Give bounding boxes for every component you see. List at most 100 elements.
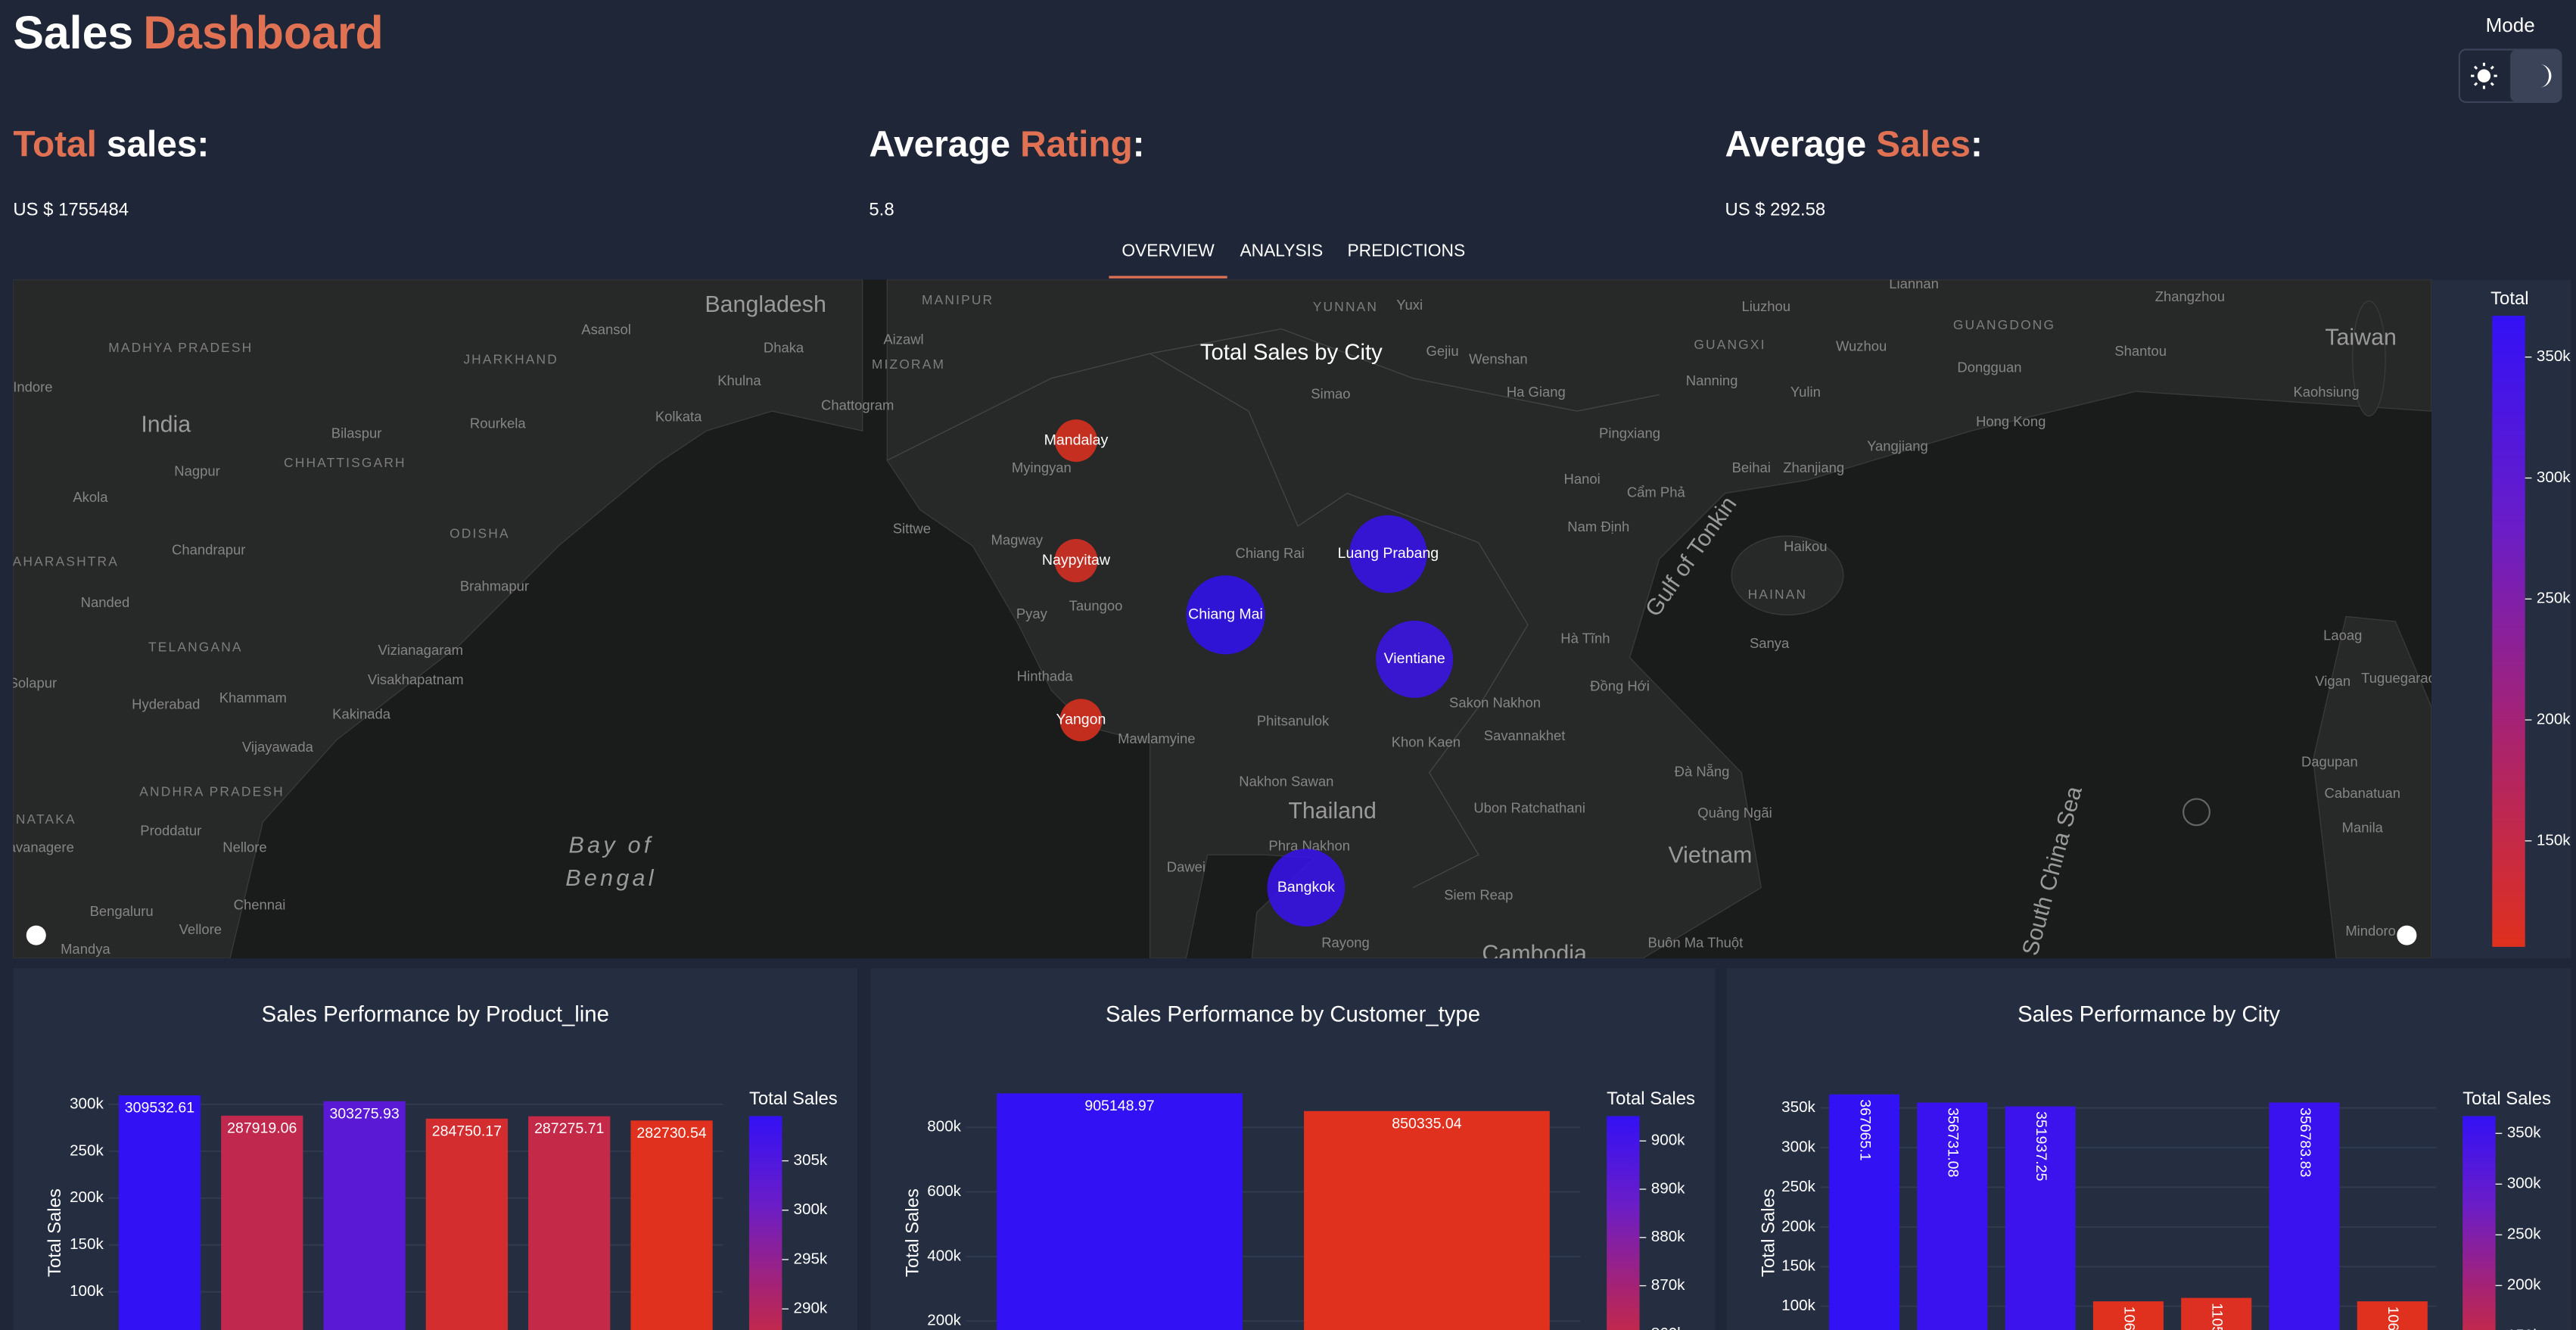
map-label: India — [141, 412, 191, 438]
text-part: Sales — [1876, 124, 1971, 164]
map-label: Hong Kong — [1976, 413, 2046, 429]
map-label: Gejiu — [1426, 343, 1459, 359]
bar-value-label: 287275.71 — [534, 1120, 604, 1137]
bar — [2092, 1301, 2164, 1330]
tab[interactable]: PREDICTIONS — [1347, 241, 1465, 260]
map-label: Hanoi — [1564, 471, 1601, 487]
map-label: Bengal — [565, 865, 657, 891]
map-label: Khon Kaen — [1392, 734, 1461, 749]
bar — [528, 1116, 611, 1330]
kpi-label: Total sales: — [13, 124, 209, 164]
map-label: Kaohsiung — [2293, 384, 2359, 400]
bar-value-label: 367065.1 — [1856, 1099, 1873, 1160]
land — [13, 279, 2431, 959]
y-tick-label: 800k — [927, 1118, 961, 1135]
colorbar-tick-label: 290k — [794, 1300, 828, 1317]
map-label: Vijayawada — [242, 739, 314, 755]
tabs: OVERVIEW ANALYSIS PREDICTIONS — [1109, 241, 1465, 279]
city-label: Bangkok — [1277, 879, 1335, 895]
colorbar-tick-label: 900k — [1651, 1132, 1685, 1149]
map-label: Nellore — [222, 839, 266, 855]
bar-value-label: 106200.36 — [2385, 1307, 2401, 1330]
bar-chart: Sales Performance by Product_line Total S… — [13, 968, 858, 1330]
dark-button[interactable] — [2510, 49, 2562, 102]
bar-value-label: 110568.71 — [2209, 1303, 2226, 1330]
map-label: Asansol — [581, 322, 631, 338]
kpi-value: 5.8 — [869, 200, 894, 220]
map-label: Vietnam — [1668, 842, 1752, 867]
colorbar-title: Total — [2490, 288, 2528, 309]
bar — [997, 1093, 1243, 1330]
map-label: Myingyan — [1012, 459, 1072, 475]
sun-icon — [2477, 69, 2491, 83]
map-label: MADHYA PRADESH — [108, 340, 253, 355]
colorbar-tick-label: 350k — [2537, 347, 2571, 365]
info-button[interactable] — [2397, 925, 2417, 945]
map-label: Zhangzhou — [2155, 288, 2225, 304]
map-label: Dhaka — [764, 339, 804, 355]
moon-icon — [2540, 64, 2552, 88]
map-label: Beihai — [1732, 459, 1771, 475]
colorbar-tick-label: 880k — [1651, 1228, 1685, 1245]
map-label: Sanya — [1750, 635, 1790, 651]
y-tick-label: 400k — [927, 1247, 961, 1264]
map-label: Rourkela — [470, 415, 527, 431]
map-label: Yuxi — [1396, 297, 1423, 313]
map-label: Nakhon Sawan — [1239, 774, 1333, 790]
dashboard-title: Sales Dashboard — [13, 7, 383, 58]
tab[interactable]: ANALYSIS — [1240, 241, 1323, 260]
map-label: Quảng Ngãi — [1697, 805, 1772, 821]
colorbar-tick-label: 890k — [1651, 1179, 1685, 1197]
y-tick-label: 350k — [1781, 1098, 1815, 1116]
map-label: Visakhapatnam — [368, 671, 464, 687]
bar — [425, 1118, 509, 1330]
y-tick-label: 200k — [927, 1312, 961, 1329]
map-label: GUANGXI — [1694, 337, 1766, 352]
map-label: Liannan — [1889, 276, 1939, 291]
bar-value-label: 282730.54 — [636, 1125, 706, 1142]
y-tick-label: 150k — [1781, 1257, 1815, 1275]
text-part: Sales — [13, 7, 133, 58]
bar-value-label: 351937.25 — [2033, 1111, 2049, 1181]
map-label: Taungoo — [1069, 597, 1123, 613]
bar — [118, 1095, 201, 1330]
bar — [1829, 1094, 1900, 1330]
text-part: Dashboard — [143, 7, 383, 58]
tab[interactable]: OVERVIEW — [1122, 241, 1215, 260]
map-label: Khulna — [717, 372, 761, 388]
map-label: Đồng Hới — [1590, 678, 1650, 694]
map-label: Tuguegarao — [2361, 670, 2436, 686]
map-label: YUNNAN — [1313, 299, 1378, 314]
map-label: Chandrapur — [172, 541, 245, 557]
charts: Sales Performance by Product_line Total S… — [13, 968, 2571, 1330]
text-part: Average — [869, 124, 1010, 164]
map-label: Vizianagaram — [378, 642, 463, 658]
y-tick-label: 100k — [1781, 1297, 1815, 1314]
text-part: sales: — [107, 124, 209, 164]
bar-value-label: 356783.83 — [2297, 1107, 2313, 1177]
map-label: ODISHA — [450, 525, 510, 540]
bar-chart: Sales Performance by City Total Sales 100k… — [1726, 968, 2571, 1330]
text-part: : — [1971, 124, 1983, 164]
borders — [887, 328, 1660, 889]
map-label: Vigan — [2315, 673, 2350, 689]
map-label: JHARKHAND — [463, 351, 558, 366]
colorbar-tick-label: 250k — [2537, 590, 2571, 607]
city-label: Mandalay — [1044, 431, 1109, 448]
colorbar-title: Total Sales — [2462, 1089, 2551, 1109]
map-label: GUANGDONG — [1953, 317, 2055, 332]
map-label: Mandya — [61, 941, 110, 957]
bar-value-label: 905148.97 — [1084, 1098, 1154, 1114]
map-label: HAINAN — [1748, 587, 1808, 602]
map-label: MIZORAM — [872, 357, 945, 372]
colorbar-tick-label: 305k — [794, 1151, 828, 1169]
city-bubble — [1349, 515, 1427, 593]
map-label: Rayong — [1321, 934, 1370, 950]
map-marker — [2182, 798, 2210, 827]
map-label: Nanded — [81, 594, 130, 610]
map-label: Dawei — [1167, 858, 1206, 874]
map-label: Siem Reap — [1444, 886, 1513, 902]
bar-value-label: 309532.61 — [125, 1100, 194, 1117]
city-label: Chiang Mai — [1188, 606, 1263, 622]
